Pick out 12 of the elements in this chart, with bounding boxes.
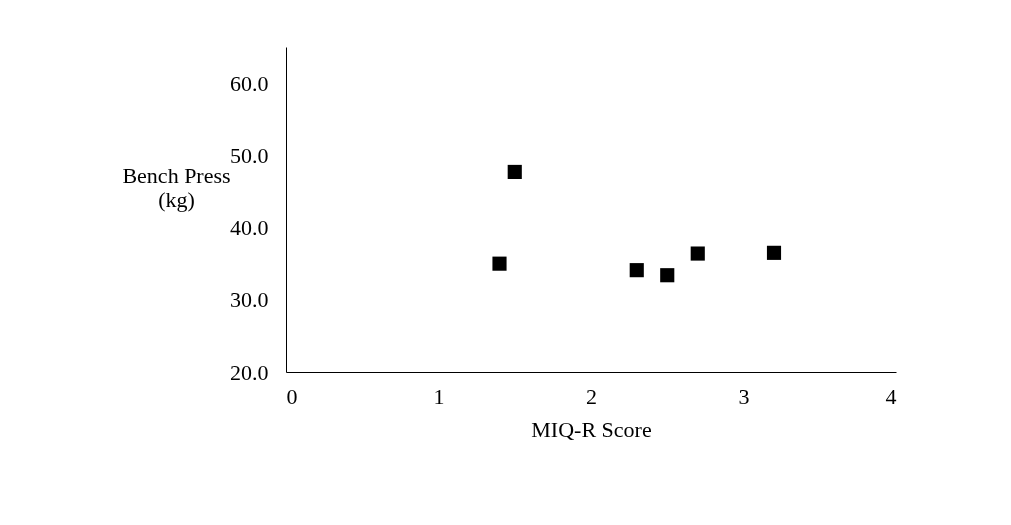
y-tick-label: 40.0 [230, 215, 269, 241]
y-tick-label: 20.0 [230, 359, 269, 385]
x-tick-label: 2 [586, 383, 597, 409]
y-tick-label: 60.0 [230, 70, 269, 96]
y-tick-label: 30.0 [230, 287, 269, 313]
x-axis-title: MIQ-R Score [531, 416, 652, 442]
y-axis-title: Bench Press (kg) [122, 162, 231, 212]
x-tick-label: 3 [738, 383, 750, 409]
x-tick-label: 1 [433, 383, 445, 409]
x-tick-label: 0 [286, 383, 298, 409]
y-tick-label: 50.0 [230, 142, 269, 168]
x-tick-label: 4 [885, 383, 897, 409]
